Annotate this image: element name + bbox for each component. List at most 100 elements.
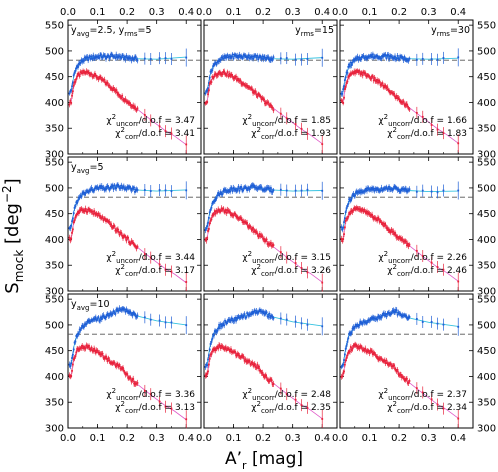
uncorr-point: [82, 69, 84, 72]
uncorr-point: [379, 219, 382, 222]
corr-point: [241, 188, 243, 191]
uncorr-point: [285, 256, 288, 259]
corr-point: [74, 205, 77, 208]
uncorr-point: [122, 236, 124, 239]
uncorr-point: [238, 355, 241, 357]
uncorr-point: [251, 88, 254, 91]
uncorr-point: [347, 215, 350, 218]
uncorr-point: [229, 350, 232, 353]
uncorr-point: [208, 357, 211, 360]
corr-point: [407, 189, 410, 192]
uncorr-point: [236, 77, 239, 80]
corr-point: [294, 58, 297, 61]
uncorr-point: [345, 82, 348, 85]
corr-point: [80, 195, 83, 198]
corr-point: [107, 54, 110, 57]
corr-point: [99, 54, 101, 57]
corr-point: [264, 58, 267, 61]
uncorr-point: [378, 220, 381, 223]
corr-point: [108, 314, 111, 317]
uncorr-point: [76, 75, 79, 78]
uncorr-point: [75, 214, 78, 217]
corr-point: [76, 202, 79, 204]
uncorr-point: [407, 245, 410, 247]
corr-point: [164, 57, 167, 60]
corr-point: [206, 225, 209, 227]
corr-point: [236, 188, 239, 191]
corr-point: [74, 340, 77, 343]
uncorr-point: [436, 128, 439, 131]
corr-point: [94, 317, 96, 320]
uncorr-point: [77, 73, 80, 75]
uncorr-point: [185, 281, 188, 283]
uncorr-point: [229, 211, 232, 214]
uncorr-point: [164, 405, 167, 408]
uncorr-point: [421, 391, 424, 394]
uncorr-point: [384, 85, 387, 88]
uncorr-point: [253, 229, 256, 232]
uncorr-point: [104, 357, 107, 359]
corr-point: [80, 59, 83, 62]
corr-point: [436, 322, 439, 325]
uncorr-point: [82, 347, 84, 350]
uncorr-point: [363, 208, 366, 211]
uncorr-point: [85, 344, 88, 347]
uncorr-point: [75, 78, 78, 80]
corr-point: [170, 190, 173, 193]
uncorr-point: [214, 212, 217, 215]
uncorr-point: [213, 75, 215, 78]
corr-point: [366, 321, 368, 324]
chi2-corr-label: χ2corr/d.o.f = 3.41: [115, 126, 195, 141]
uncorr-point: [96, 349, 99, 352]
uncorr-point: [375, 218, 378, 220]
uncorr-point: [300, 404, 303, 407]
corr-point: [372, 56, 375, 59]
corr-point: [129, 57, 132, 60]
corr-point: [94, 316, 97, 319]
corr-point: [158, 189, 161, 191]
corr-point: [218, 194, 220, 197]
corr-point: [71, 357, 73, 359]
corr-point: [396, 54, 399, 57]
chi2-corr-label: χ2corr/d.o.f = 2.34: [387, 400, 467, 415]
corr-point: [68, 363, 71, 366]
chi2-uncorr-label: χ2uncorr/d.o.f = 2.37: [378, 387, 467, 402]
uncorr-point: [224, 211, 226, 214]
uncorr-point: [219, 344, 221, 347]
uncorr-point: [377, 79, 380, 82]
uncorr-point: [371, 350, 373, 353]
uncorr-point: [102, 219, 105, 222]
uncorr-point: [403, 103, 406, 106]
corr-point: [407, 59, 410, 62]
x-tick-label: 0.3: [421, 7, 437, 18]
uncorr-point: [107, 357, 110, 360]
corr-point: [344, 76, 347, 79]
corr-point: [143, 57, 146, 60]
panel-frame: [67, 156, 202, 292]
corr-point: [350, 64, 353, 66]
corr-point: [300, 189, 303, 192]
uncorr-point: [401, 238, 404, 241]
corr-point: [348, 198, 351, 201]
corr-point: [270, 315, 273, 318]
corr-point: [70, 89, 73, 92]
corr-point: [360, 191, 363, 194]
corr-point: [89, 58, 92, 60]
uncorr-point: [235, 75, 237, 78]
corr-point: [349, 61, 352, 64]
uncorr-point: [93, 347, 96, 350]
uncorr-point: [253, 90, 255, 93]
uncorr-point: [356, 69, 359, 72]
uncorr-point: [132, 104, 135, 107]
corr-point: [430, 321, 433, 323]
uncorr-point: [406, 105, 409, 108]
corr-point: [405, 188, 407, 191]
uncorr-point: [340, 238, 343, 240]
uncorr-point: [105, 220, 107, 223]
corr-point: [97, 55, 100, 58]
uncorr-point: [367, 75, 370, 77]
corr-point: [371, 56, 373, 58]
uncorr-point: [158, 400, 161, 403]
y-tick-label: 500: [477, 183, 496, 194]
uncorr-point: [263, 238, 266, 240]
